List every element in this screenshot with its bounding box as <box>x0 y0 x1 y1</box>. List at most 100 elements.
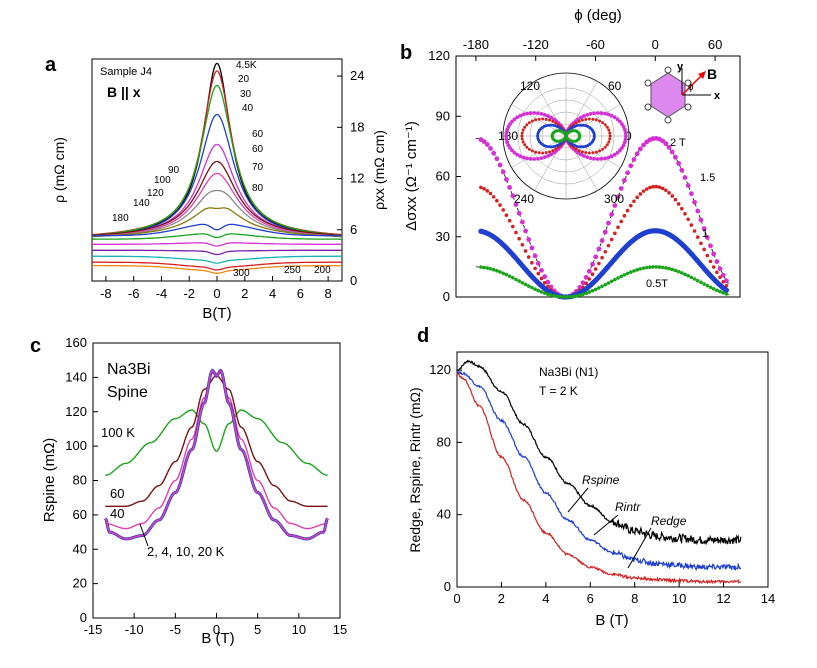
polar-point <box>530 149 534 153</box>
panel-d-curve-Rintr <box>456 370 742 572</box>
panel-b-letter: b <box>400 42 412 64</box>
polar-point <box>594 118 598 122</box>
panel-b-point-1.5 <box>609 237 614 242</box>
panel-a-label-80: 80 <box>252 183 264 194</box>
panel-d-frame <box>456 351 769 588</box>
panel-d-x-tick-label: 6 <box>587 591 594 606</box>
panel-b-point-1.5 <box>514 230 518 235</box>
panel-b-point-2 T <box>637 146 643 152</box>
panel-b-point-1.5 <box>482 186 486 191</box>
panel-b-point-0.5T <box>644 265 649 270</box>
polar-point <box>521 155 526 160</box>
panel-b-point-1.5 <box>488 191 493 196</box>
polar-point <box>512 150 517 155</box>
polar-point <box>537 151 541 155</box>
polar-point <box>505 140 510 145</box>
panel-b-point-0.5T <box>711 287 716 291</box>
panel-b-point-0.5T <box>635 268 639 272</box>
panel-b-point-1.5 <box>619 219 624 224</box>
panel-a-label-30: 30 <box>240 89 252 100</box>
panel-b-point-1.5 <box>711 265 716 269</box>
panel-b-point-1.5 <box>628 203 633 208</box>
panel-a-curve-300 <box>92 264 342 274</box>
panel-a-x-tick-label: 2 <box>241 286 248 301</box>
polar-point <box>580 118 584 122</box>
panel-c-y-tick-label: 80 <box>73 473 87 488</box>
panel-c-y-tick-label: 60 <box>73 507 87 522</box>
panel-c-curve-0 <box>105 409 328 476</box>
panel-b-point-0.5T <box>501 271 506 276</box>
polar-point <box>584 151 588 155</box>
polar-point <box>541 117 545 121</box>
polar-point <box>520 131 524 135</box>
polar-point <box>579 152 583 157</box>
polar-point <box>515 115 520 120</box>
polar-point <box>615 117 620 122</box>
panel-d-x-label: B (T) <box>595 612 628 629</box>
panel-b-point-0.5T <box>670 267 675 272</box>
panel-b-point-1.5 <box>520 243 525 247</box>
panel-b-point-2 T <box>516 210 522 216</box>
panel-b-series-label: 1.5 <box>700 172 715 184</box>
panel-b-point-0.5T <box>511 275 515 280</box>
polar-point <box>534 118 538 122</box>
crystal-field-label: B <box>707 66 717 82</box>
polar-point <box>574 147 578 151</box>
polar-point <box>615 150 620 155</box>
panel-b-point-0.5T <box>689 275 694 280</box>
panel-b-point-0.5T <box>695 278 700 283</box>
polar-point <box>520 137 524 141</box>
panel-b-point-1.5 <box>708 259 713 264</box>
panel-a-curve-30 <box>91 84 343 236</box>
panel-c-y-label: Rspine (mΩ) <box>41 438 58 523</box>
polar-point <box>598 119 602 123</box>
panel-c-label-100k: 100 K <box>101 425 135 440</box>
panel-b-point-0.5T <box>699 280 703 285</box>
panel-b-point-1.5 <box>676 202 681 206</box>
panel-b-point-0.5T <box>600 284 604 289</box>
panel-b-point-1.5 <box>517 236 521 241</box>
panel-b-point-0.5T <box>562 295 566 299</box>
polar-point <box>603 123 607 127</box>
panel-b-point-2 T <box>701 226 707 232</box>
panel-a-x-label: B(T) <box>202 305 231 322</box>
panel-b-point-2 T <box>631 157 637 162</box>
panel-b-x-tick-label: -120 <box>523 37 549 52</box>
field-arrow-icon <box>681 73 704 96</box>
polar-point <box>623 137 628 142</box>
panel-b-point-1.5 <box>501 208 506 212</box>
polar-point <box>605 125 609 129</box>
panel-b-point-2 T <box>708 243 713 249</box>
panel-a-label-120: 120 <box>147 188 164 199</box>
panel-b-point-1.5 <box>667 191 671 195</box>
panel-a-label-90: 90 <box>168 165 180 176</box>
panel-a-x-tick-label: 8 <box>324 286 331 301</box>
panel-b-point-0.5T <box>622 273 627 277</box>
panel-b-point-0.5T <box>571 294 576 299</box>
panel-b-point-2 T <box>593 254 599 260</box>
panel-b-point-0.5T <box>648 265 652 269</box>
panel-b-point-0.5T <box>667 266 671 271</box>
panel-b-point-2 T <box>510 193 516 199</box>
panel-b-point-1.5 <box>689 223 694 227</box>
polar-point <box>605 143 609 147</box>
polar-point <box>546 114 550 118</box>
polar-point <box>525 156 530 161</box>
panel-b-point-1.5 <box>622 214 627 218</box>
panel-a-label-100: 100 <box>154 175 171 186</box>
panel-b-point-0.5T <box>721 291 726 295</box>
panel-a-y-label-right: ρxx (mΩ cm) <box>371 130 387 210</box>
panel-b-point-1.5 <box>526 255 531 259</box>
panel-b-point-0.5T <box>542 291 547 295</box>
panel-b-point-1.5 <box>715 270 719 275</box>
panel-c-x-tick-label: -5 <box>170 622 182 637</box>
panel-b-point-0.5T <box>616 276 620 280</box>
crystal-angle-label: ϕ <box>688 82 694 93</box>
panel-b-point-1 <box>723 287 730 293</box>
polar-point <box>537 117 541 121</box>
panel-b-point-1.5 <box>536 271 541 276</box>
polar-point <box>547 123 551 127</box>
panel-b-point-1.5 <box>539 276 544 281</box>
polar-point <box>528 111 533 115</box>
